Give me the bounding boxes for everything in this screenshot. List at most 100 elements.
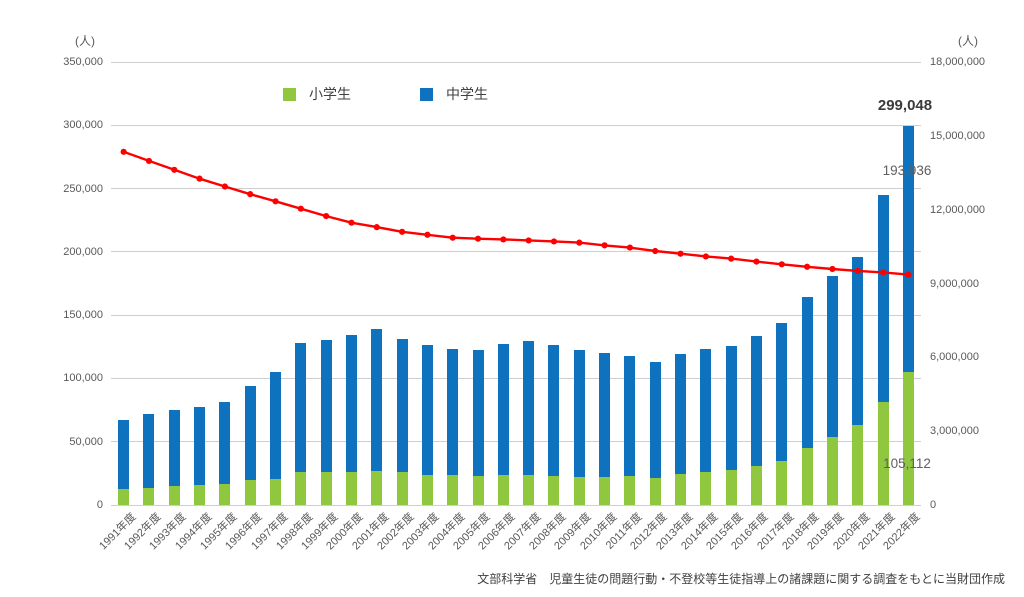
junior-high-swatch-icon	[420, 87, 433, 101]
bar-elementary-segment	[725, 470, 737, 505]
line-marker	[120, 148, 127, 155]
y-axis-tick-right: 9,000,000	[930, 277, 979, 290]
line-marker	[601, 242, 608, 249]
bar-elementary-segment	[902, 371, 914, 505]
gridline	[111, 314, 921, 316]
line-marker	[323, 212, 330, 220]
line-marker	[348, 219, 355, 226]
bar-elementary-segment	[624, 476, 636, 505]
gridline	[111, 124, 921, 126]
bar-elementary-segment	[118, 488, 130, 505]
line-marker	[854, 267, 861, 275]
bar-elementary-segment	[852, 424, 864, 505]
bar-elementary-segment	[599, 476, 611, 505]
bar-junior-high-segment	[244, 385, 256, 481]
bar-junior-high-segment	[421, 345, 433, 475]
line-marker	[373, 224, 380, 231]
legend: 小学生 中学生	[283, 84, 488, 104]
y-axis-tick-left: 150,000	[63, 309, 103, 322]
line-marker	[677, 250, 684, 257]
bar-junior-high-segment	[852, 256, 864, 425]
line-marker	[829, 265, 836, 273]
bar-elementary-segment	[320, 472, 332, 505]
line-marker	[398, 228, 406, 235]
line-marker	[879, 269, 887, 276]
bar-elementary-segment	[219, 484, 231, 505]
line-marker	[576, 239, 583, 246]
line-marker	[474, 235, 482, 242]
line-marker	[272, 198, 279, 205]
bar-junior-high-segment	[675, 353, 687, 475]
y-axis-tick-right: 6,000,000	[930, 351, 979, 364]
bar-junior-high-segment	[270, 371, 282, 479]
bar-elementary-segment	[497, 474, 509, 505]
bar-junior-high-segment	[497, 344, 509, 475]
line-marker	[171, 166, 178, 173]
line-marker	[905, 271, 912, 278]
y-axis-tick-left: 0	[96, 499, 103, 511]
bar-elementary-segment	[750, 466, 762, 505]
legend-label-elementary: 小学生	[309, 86, 351, 102]
trend-line-path	[123, 150, 909, 276]
bar-junior-high-segment	[700, 349, 712, 473]
line-marker	[702, 253, 709, 260]
bar-elementary-segment	[371, 471, 383, 505]
elementary-swatch-icon	[283, 87, 296, 101]
line-marker	[525, 237, 532, 244]
y-axis-tick-left: 50,000	[69, 435, 103, 448]
bar-junior-high-segment	[801, 296, 813, 449]
line-marker	[424, 231, 431, 238]
bar-junior-high-segment	[371, 329, 383, 472]
left-axis-unit: (人)	[75, 34, 95, 48]
bar-elementary-segment	[447, 475, 459, 505]
bar-elementary-segment	[776, 460, 788, 505]
bar-elementary-segment	[244, 480, 256, 505]
line-marker	[550, 238, 558, 245]
bar-elementary-segment	[548, 476, 560, 505]
bar-junior-high-segment	[523, 341, 535, 475]
bar-junior-high-segment	[573, 350, 585, 477]
total-2022-label: 299,048	[877, 97, 933, 114]
line-marker	[247, 191, 254, 198]
y-axis-tick-left: 350,000	[63, 56, 103, 68]
trend-line	[120, 148, 912, 278]
bar-elementary-segment	[194, 485, 206, 505]
bar-junior-high-segment	[219, 401, 231, 485]
line-marker	[626, 244, 634, 251]
source-note: 文部科学省 児童生徒の問題行動・不登校等生徒指導上の諸課題に関する調査をもとに当…	[477, 572, 1005, 586]
bar-junior-high-segment	[776, 322, 788, 461]
bar-elementary-segment	[345, 471, 357, 505]
bar-junior-high-segment	[295, 343, 307, 473]
legend-item-junior-high: 中学生	[420, 84, 488, 104]
bar-junior-high-segment	[826, 275, 838, 438]
gridline	[111, 188, 921, 190]
line-marker	[728, 255, 735, 262]
line-marker	[803, 263, 811, 270]
bar-junior-high-segment	[649, 362, 661, 479]
bar-junior-high-segment	[877, 194, 889, 402]
bar-junior-high-segment	[472, 350, 484, 477]
line-marker	[196, 175, 203, 182]
bar-elementary-segment	[573, 476, 585, 505]
legend-label-junior-high: 中学生	[446, 86, 488, 102]
bar-junior-high-segment	[143, 413, 155, 488]
bar-elementary-segment	[168, 486, 180, 505]
line-marker	[297, 205, 304, 212]
bar-junior-high-segment	[118, 420, 130, 489]
y-axis-tick-left: 100,000	[63, 372, 103, 385]
bar-junior-high-segment	[194, 406, 206, 486]
bar-elementary-segment	[396, 472, 408, 505]
line-marker	[778, 261, 785, 268]
bar-elementary-segment	[649, 478, 661, 505]
bar-junior-high-segment	[447, 348, 459, 476]
bar-junior-high-segment	[624, 356, 636, 477]
bar-elementary-segment	[472, 476, 484, 505]
bar-junior-high-segment	[548, 344, 560, 477]
bar-elementary-segment	[523, 474, 535, 505]
gridline	[111, 251, 921, 253]
line-marker	[145, 157, 153, 165]
bar-junior-high-segment	[750, 335, 762, 467]
line-marker	[449, 234, 456, 241]
y-axis-tick-right: 18,000,000	[930, 56, 986, 68]
